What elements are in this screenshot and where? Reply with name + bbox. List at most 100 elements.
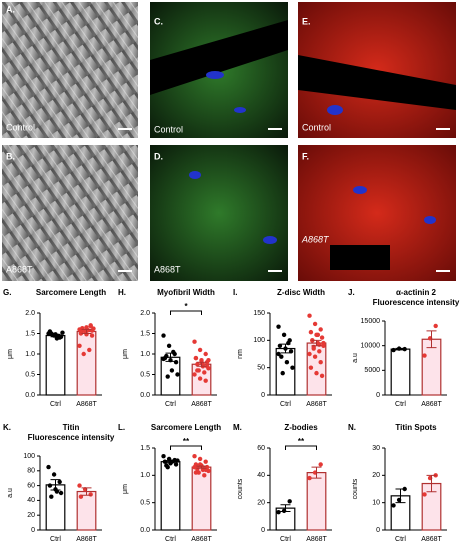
data-point — [60, 330, 65, 335]
data-point — [203, 351, 208, 357]
data-point — [287, 499, 292, 504]
data-point — [197, 376, 203, 381]
data-point — [173, 462, 179, 467]
data-point — [195, 368, 200, 373]
data-point — [173, 360, 179, 365]
data-point — [88, 323, 93, 329]
x-tick-label: A868T — [421, 401, 442, 408]
data-point — [312, 321, 318, 327]
y-tick-label: 30 — [372, 445, 380, 452]
y-tick-label: 0.0 — [25, 392, 35, 399]
data-point — [315, 332, 321, 338]
y-tick-label: 1.0 — [140, 351, 150, 358]
panel-letter: F. — [302, 151, 309, 161]
data-point — [319, 335, 325, 340]
chart-title: Titin Spots — [395, 423, 437, 432]
error-bar — [50, 333, 61, 338]
x-tick-label: Ctrl — [395, 401, 406, 408]
y-tick-label: 0.0 — [140, 392, 150, 399]
panel-letter: I. — [233, 288, 237, 297]
chart-title: Titin — [63, 423, 80, 432]
chart-title: α-actinin 2 — [396, 288, 437, 297]
y-tick-label: 5000 — [364, 367, 380, 374]
y-tick-label: 50 — [257, 365, 265, 372]
data-point — [161, 454, 166, 459]
y-tick-label: 1.5 — [140, 445, 150, 452]
panel-letter: E. — [302, 16, 311, 26]
data-point — [391, 347, 396, 353]
micrographs: A. Control C. Control E. Control B. A868… — [2, 2, 456, 281]
data-point — [192, 464, 197, 470]
y-axis-label: counts — [237, 478, 244, 499]
data-point — [58, 490, 64, 496]
panel-letter: A. — [6, 4, 15, 14]
y-axis-label: a.u — [7, 488, 14, 498]
y-tick-label: 0.5 — [25, 371, 35, 378]
y-tick-label: 0 — [376, 527, 380, 534]
y-tick-label: 1.5 — [140, 330, 150, 337]
error-bar — [311, 339, 322, 347]
data-point — [317, 349, 322, 354]
panel-letter: B. — [6, 151, 15, 161]
data-point — [77, 343, 82, 348]
data-point — [81, 351, 86, 357]
data-point — [192, 454, 197, 459]
x-tick-label: A868T — [76, 536, 97, 543]
data-point — [321, 340, 326, 346]
data-point — [281, 332, 287, 338]
data-point — [195, 362, 200, 367]
data-point — [197, 456, 203, 462]
y-tick-label: 40 — [257, 472, 265, 479]
data-point — [276, 324, 281, 329]
y-tick-label: 10 — [372, 500, 380, 507]
data-point — [161, 333, 166, 338]
x-tick-label: A868T — [421, 536, 442, 543]
bar — [76, 330, 97, 396]
data-point — [307, 351, 312, 357]
chart-title: Myofibril Width — [157, 288, 215, 297]
data-point — [166, 343, 172, 348]
error-bar — [311, 466, 322, 479]
y-axis-label: μm — [7, 349, 14, 359]
data-point — [307, 313, 312, 318]
data-point — [49, 494, 54, 499]
panel-letter: D. — [154, 151, 163, 161]
data-point — [169, 368, 175, 373]
y-tick-label: 10000 — [361, 343, 381, 350]
data-point — [175, 372, 180, 377]
x-tick-label: Ctrl — [280, 536, 291, 543]
gap — [298, 55, 456, 110]
image-caption: Control — [154, 124, 183, 134]
gap — [330, 245, 390, 270]
y-tick-label: 0.5 — [140, 500, 150, 507]
y-tick-label: 100 — [253, 337, 265, 344]
error-bar — [280, 343, 291, 354]
data-point — [175, 458, 180, 463]
error-bar — [395, 488, 406, 504]
chart-title: Z-bodies — [284, 423, 318, 432]
x-tick-label: A868T — [306, 401, 327, 408]
significance-label: ** — [298, 437, 305, 446]
data-point — [78, 330, 84, 335]
fluor-image — [150, 145, 288, 281]
y-tick-label: 0 — [261, 527, 265, 534]
x-tick-label: Ctrl — [165, 536, 176, 543]
panel-letter: N. — [348, 423, 356, 432]
data-point — [197, 347, 203, 353]
nuclei — [189, 71, 436, 244]
data-point — [203, 378, 208, 383]
y-tick-label: 60 — [257, 445, 265, 452]
data-point — [314, 370, 319, 376]
data-point — [277, 343, 283, 348]
data-point — [202, 370, 207, 375]
data-point — [391, 503, 396, 508]
data-point — [318, 462, 323, 467]
data-point — [276, 510, 281, 515]
y-tick-label: 40 — [27, 497, 35, 504]
image-caption: Control — [302, 122, 331, 132]
x-tick-label: Ctrl — [395, 536, 406, 543]
panel-letter: K. — [3, 423, 11, 432]
image-caption: Control — [6, 122, 35, 132]
y-axis-label: μm — [122, 484, 129, 494]
